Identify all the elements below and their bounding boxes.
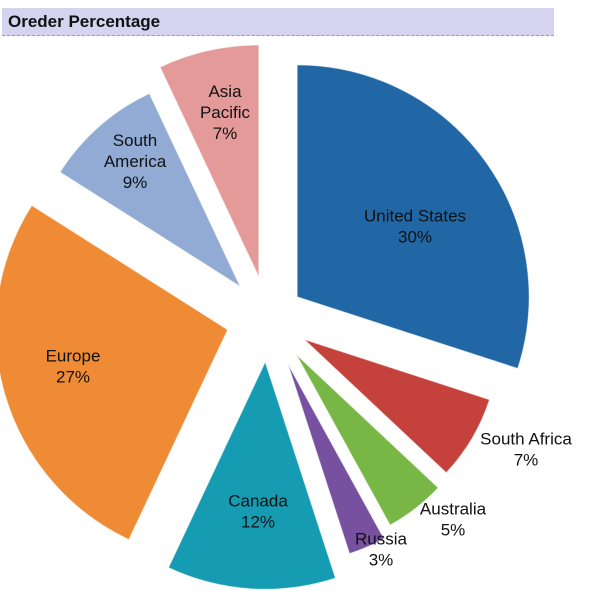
slice-south-america xyxy=(59,92,242,288)
chart-title-bar: Oreder Percentage xyxy=(2,8,554,36)
pie-labels: United States 30% South Africa 7% Australia 5… xyxy=(46,82,573,570)
slice-europe xyxy=(0,204,229,541)
label-australia: Australia 5% xyxy=(420,500,487,540)
label-south-africa: South Africa 7% xyxy=(480,430,572,470)
chart-title: Oreder Percentage xyxy=(8,12,161,31)
slice-asia-pacific xyxy=(159,44,260,278)
label-asia-pacific: Asia Pacific 7% xyxy=(200,82,251,143)
label-canada: Canada 12% xyxy=(228,492,288,532)
slice-canada xyxy=(167,360,337,590)
label-south-america: South America 9% xyxy=(104,131,167,192)
slice-south-africa xyxy=(303,338,491,474)
label-russia: Russia 3% xyxy=(355,530,408,570)
pie-slices xyxy=(0,44,530,590)
label-united-states: United States 30% xyxy=(364,207,466,247)
slice-australia xyxy=(295,353,439,526)
slice-russia xyxy=(287,363,385,555)
label-europe: Europe 27% xyxy=(46,347,101,387)
slice-united-states xyxy=(296,64,530,370)
